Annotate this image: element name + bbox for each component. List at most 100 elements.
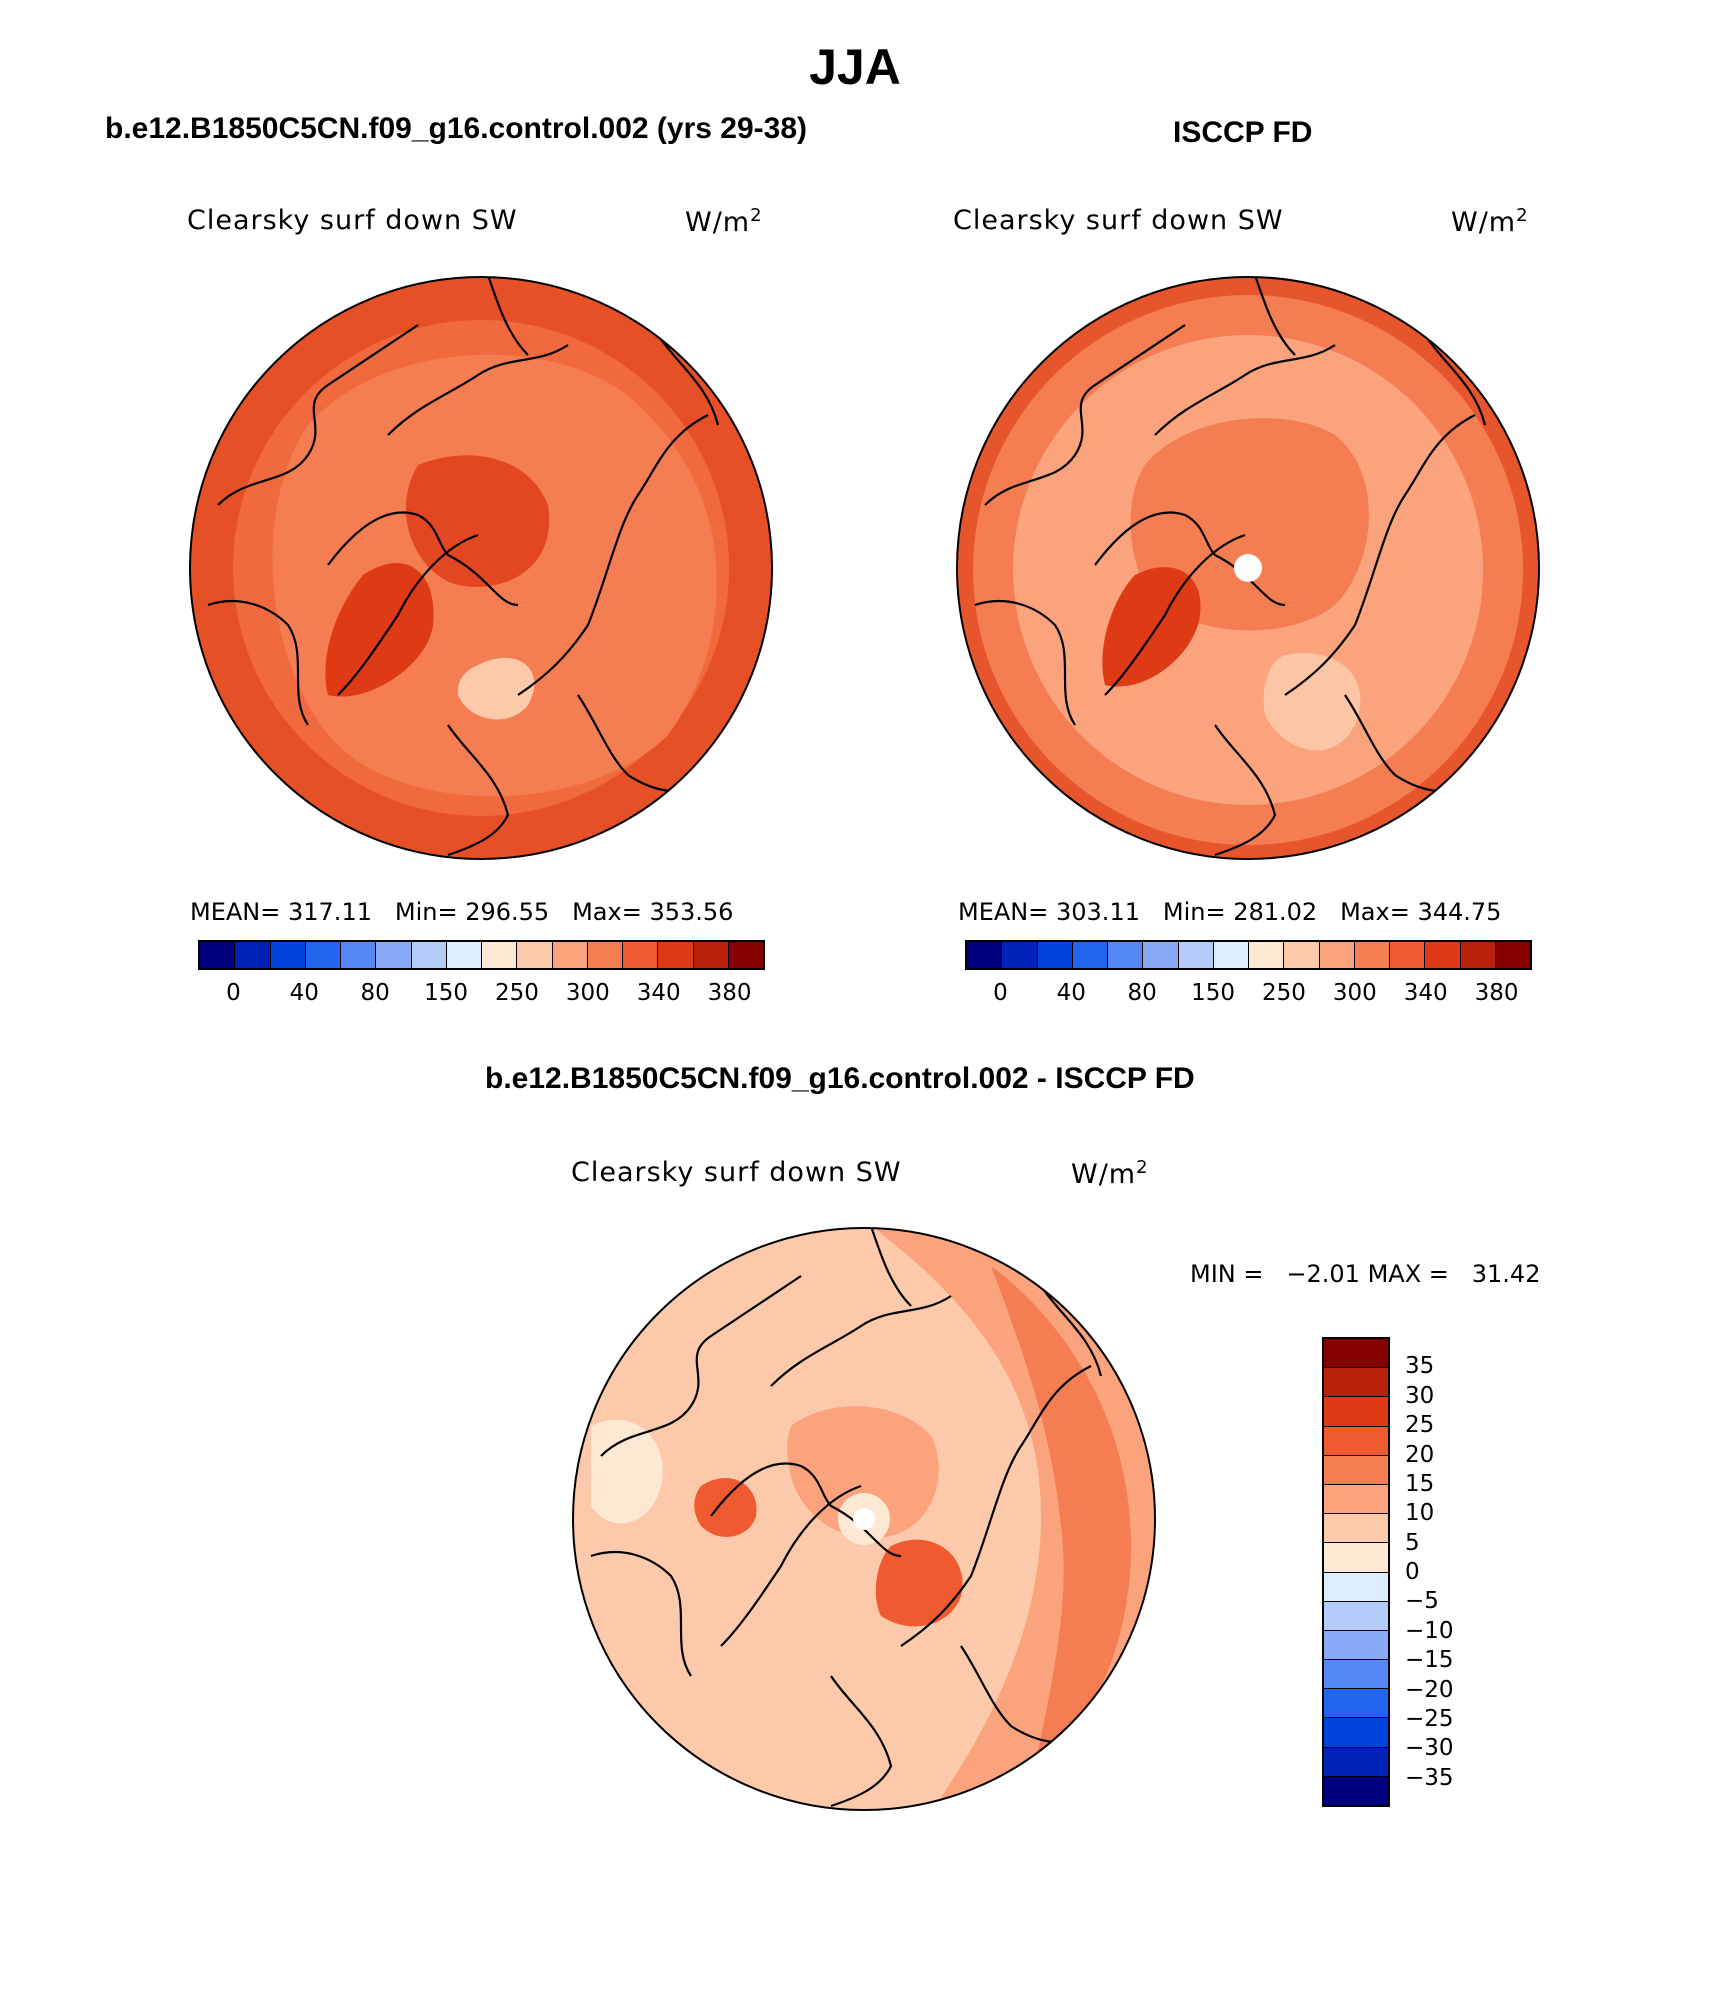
colorbar-tick-label: 250 <box>1261 980 1306 1006</box>
diff-max: 31.42 <box>1471 1260 1541 1288</box>
colorbar-swatch <box>1324 1397 1388 1427</box>
diff-panel-variable: Clearsky surf down SW <box>571 1157 902 1188</box>
panel-1-field-high <box>405 455 550 587</box>
colorbar-tick-label: −20 <box>1405 1676 1454 1703</box>
colorbar-swatch <box>1324 1339 1388 1369</box>
panel-1-mean: 317.11 <box>288 898 372 926</box>
panel-1-coastlines <box>207 277 720 857</box>
panel-1-min: 296.55 <box>465 898 550 926</box>
colorbar-tick-label: 10 <box>1405 1500 1435 1527</box>
panel-1-map-border <box>189 276 773 860</box>
colorbar-tick-label: 15 <box>1405 1470 1435 1497</box>
colorbar-tick-label: 35 <box>1405 1353 1435 1380</box>
colorbar-tick-label: 250 <box>494 980 539 1006</box>
colorbar-tick-label: −25 <box>1405 1705 1454 1732</box>
colorbar-tick-label: 300 <box>1332 980 1377 1006</box>
panel-2-colorbar <box>965 940 1532 970</box>
panel-2-coastlines <box>974 277 1487 857</box>
colorbar-swatch <box>728 942 763 968</box>
colorbar-swatch <box>1284 942 1320 968</box>
colorbar-swatch <box>1324 1689 1388 1719</box>
colorbar-tick-label: −10 <box>1405 1617 1454 1644</box>
colorbar-tick-label: 380 <box>1474 980 1519 1006</box>
panel-2-title: ISCCP FD <box>1173 116 1313 149</box>
panel-2-min: 281.02 <box>1233 898 1318 926</box>
colorbar-tick-label: 80 <box>1127 980 1157 1006</box>
colorbar-tick-label: −5 <box>1405 1588 1439 1615</box>
colorbar-tick-label: 0 <box>1405 1559 1420 1585</box>
colorbar-swatch <box>1324 1747 1388 1777</box>
diff-field-pole <box>787 1406 939 1538</box>
colorbar-swatch <box>693 942 729 968</box>
diff-field-arch <box>694 1477 757 1537</box>
colorbar-swatch <box>482 942 518 968</box>
colorbar-swatch <box>200 942 236 968</box>
colorbar-swatch <box>446 942 482 968</box>
diff-map-border <box>572 1227 1156 1811</box>
panel-2-field-pale <box>1263 653 1361 751</box>
colorbar-tick-label: 340 <box>1403 980 1448 1006</box>
panel-1-colorbar <box>198 940 765 970</box>
diff-min: −2.01 <box>1286 1260 1360 1288</box>
colorbar-swatch <box>623 942 659 968</box>
colorbar-swatch <box>1324 1514 1388 1544</box>
colorbar-swatch <box>411 942 447 968</box>
panel-2-variable: Clearsky surf down SW <box>953 205 1284 236</box>
panel-1-title: b.e12.B1850C5CN.f09_g16.control.002 (yrs… <box>105 112 808 145</box>
colorbar-swatch <box>1324 1484 1388 1515</box>
colorbar-swatch <box>1390 942 1426 968</box>
panel-2-stats: MEAN= 303.11 Min= 281.02 Max= 344.75 <box>958 898 1502 926</box>
diff-panel-polar-map <box>572 1227 1156 1811</box>
colorbar-swatch <box>1213 942 1249 968</box>
colorbar-tick-label: 5 <box>1405 1529 1420 1556</box>
colorbar-swatch <box>1425 942 1461 968</box>
colorbar-swatch <box>376 942 412 968</box>
diff-pole-hole <box>853 1508 875 1530</box>
colorbar-swatch <box>1319 942 1355 968</box>
colorbar-swatch <box>1324 1455 1388 1485</box>
colorbar-swatch <box>517 942 553 968</box>
colorbar-swatch <box>1324 1601 1388 1631</box>
colorbar-swatch <box>1324 1660 1388 1690</box>
colorbar-swatch <box>341 942 377 968</box>
diff-panel-units: W/m2 <box>1071 1157 1149 1190</box>
colorbar-swatch <box>967 942 1003 968</box>
panel-2-map-border <box>956 276 1540 860</box>
colorbar-swatch <box>1002 942 1038 968</box>
colorbar-swatch <box>587 942 623 968</box>
colorbar-tick-label: −35 <box>1405 1764 1454 1791</box>
colorbar-swatch <box>1324 1368 1388 1398</box>
colorbar-tick-label: 150 <box>424 980 469 1006</box>
colorbar-tick-label: 40 <box>289 980 319 1006</box>
colorbar-tick-label: 150 <box>1191 980 1236 1006</box>
colorbar-swatch <box>1249 942 1285 968</box>
panel-2-max: 344.75 <box>1417 898 1502 926</box>
diff-colorbar <box>1322 1337 1390 1807</box>
diff-panel-minmax: MIN = −2.01 MAX = 31.42 <box>1190 1260 1541 1288</box>
colorbar-tick-label: 25 <box>1405 1412 1435 1439</box>
colorbar-swatch <box>235 942 271 968</box>
main-title: JJA <box>809 39 901 95</box>
colorbar-tick-label: 80 <box>360 980 390 1006</box>
colorbar-swatch <box>1143 942 1179 968</box>
colorbar-tick-label: −15 <box>1405 1647 1454 1674</box>
colorbar-swatch <box>658 942 694 968</box>
colorbar-tick-label: 380 <box>707 980 752 1006</box>
colorbar-swatch <box>1495 942 1530 968</box>
diff-panel-title: b.e12.B1850C5CN.f09_g16.control.002 - IS… <box>485 1062 1195 1095</box>
panel-2-mean: 303.11 <box>1056 898 1140 926</box>
colorbar-swatch <box>1324 1426 1388 1456</box>
colorbar-tick-label: 0 <box>993 980 1008 1006</box>
diff-field-east-strong <box>991 1266 1131 1786</box>
panel-1-polar-map <box>189 276 773 860</box>
colorbar-swatch <box>1324 1630 1388 1661</box>
colorbar-swatch <box>1460 942 1496 968</box>
colorbar-swatch <box>1324 1572 1388 1602</box>
colorbar-swatch <box>305 942 341 968</box>
panel-1-units: W/m2 <box>685 205 763 238</box>
panel-2-polar-map <box>956 276 1540 860</box>
colorbar-swatch <box>1037 942 1073 968</box>
colorbar-swatch <box>1178 942 1214 968</box>
diff-field-hot <box>875 1539 963 1627</box>
diff-field-pale <box>591 1419 663 1524</box>
